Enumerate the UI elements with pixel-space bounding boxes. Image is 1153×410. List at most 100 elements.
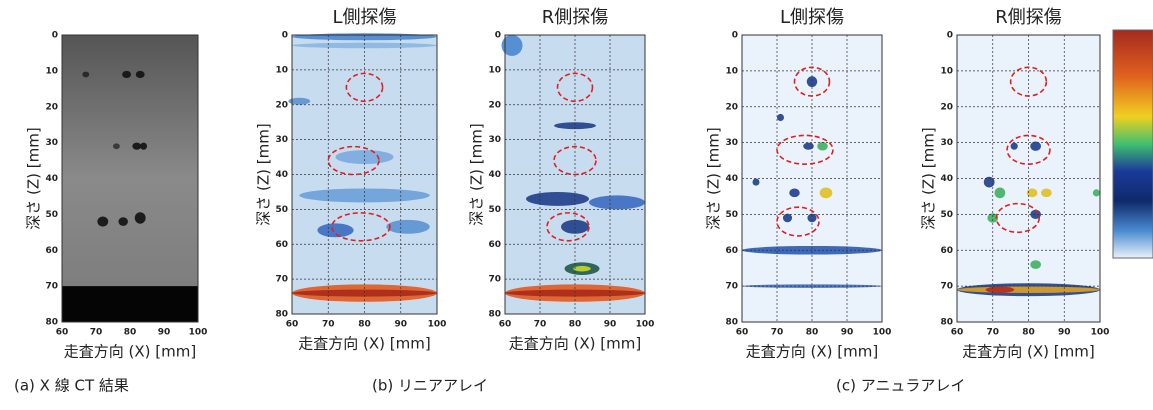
panel-title: L側探傷 — [332, 7, 396, 28]
plot-image — [62, 35, 198, 322]
x-axis-label: 走査方向 (X) [mm] — [746, 343, 878, 361]
y-tick-label: 70 — [275, 275, 288, 285]
y-tick-label: 0 — [495, 31, 501, 41]
y-tick-label: 30 — [488, 135, 501, 145]
x-tick-label: 70 — [534, 320, 547, 330]
y-tick-label: 40 — [725, 174, 738, 184]
x-tick-label: 100 — [636, 320, 655, 330]
x-tick-label: 70 — [322, 320, 335, 330]
y-tick-label: 20 — [488, 100, 501, 110]
feature — [135, 212, 146, 223]
y-tick-label: 80 — [488, 310, 501, 320]
colorbar — [1113, 30, 1153, 258]
y-tick-label: 0 — [282, 31, 288, 41]
y-tick-label: 0 — [732, 31, 738, 41]
feature — [589, 195, 645, 209]
y-axis-label: 深さ (Z) [mm] — [920, 127, 938, 229]
y-tick-label: 60 — [488, 240, 501, 250]
y-tick-label: 30 — [45, 138, 58, 148]
feature — [113, 143, 120, 149]
y-tick-label: 10 — [940, 66, 953, 76]
y-tick-label: 20 — [725, 102, 738, 112]
x-tick-label: 60 — [736, 328, 749, 338]
y-tick-label: 0 — [947, 31, 953, 41]
feature — [136, 71, 145, 78]
y-tick-label: 70 — [940, 282, 953, 292]
y-tick-label: 10 — [45, 66, 58, 76]
y-tick-label: 40 — [940, 174, 953, 184]
panel-title: R側探傷 — [542, 7, 609, 28]
feature — [820, 187, 833, 198]
x-tick-label: 90 — [1058, 328, 1071, 338]
caption: (a) X 線 CT 結果 — [14, 377, 129, 395]
y-tick-label: 30 — [725, 138, 738, 148]
y-tick-label: 80 — [45, 318, 58, 328]
x-tick-label: 70 — [90, 328, 103, 338]
y-tick-label: 70 — [488, 275, 501, 285]
feature — [783, 214, 792, 223]
x-tick-label: 90 — [394, 320, 407, 330]
y-tick-label: 50 — [940, 210, 953, 220]
figure: (a) X 線 CT 結果 (b) リニアアレイ (c) アニュラアレイ 010… — [0, 0, 1153, 406]
feature — [132, 143, 141, 150]
x-tick-label: 80 — [569, 320, 582, 330]
y-tick-label: 50 — [725, 210, 738, 220]
y-tick-label: 10 — [725, 66, 738, 76]
y-tick-label: 20 — [45, 102, 58, 112]
y-tick-label: 40 — [275, 170, 288, 180]
feature — [573, 266, 591, 272]
feature — [1030, 260, 1041, 269]
feature — [97, 217, 108, 227]
x-tick-label: 60 — [951, 328, 964, 338]
x-tick-label: 90 — [158, 328, 171, 338]
feature — [526, 192, 589, 206]
x-tick-label: 100 — [189, 328, 208, 338]
y-tick-label: 30 — [275, 135, 288, 145]
x-tick-label: 100 — [873, 328, 892, 338]
x-tick-label: 90 — [604, 320, 617, 330]
y-tick-label: 20 — [275, 100, 288, 110]
x-tick-label: 60 — [56, 328, 69, 338]
x-tick-label: 90 — [841, 328, 854, 338]
y-tick-label: 80 — [725, 318, 738, 328]
feature — [807, 76, 818, 87]
feature — [789, 189, 800, 198]
y-axis-label: 深さ (Z) [mm] — [255, 123, 273, 225]
x-tick-label: 60 — [286, 320, 299, 330]
feature — [817, 142, 828, 151]
y-tick-label: 0 — [52, 31, 58, 41]
feature — [753, 179, 760, 186]
y-tick-label: 50 — [488, 205, 501, 215]
feature — [140, 143, 147, 150]
y-tick-label: 10 — [488, 65, 501, 75]
y-tick-label: 70 — [45, 282, 58, 292]
x-tick-label: 70 — [771, 328, 784, 338]
x-tick-label: 80 — [1022, 328, 1035, 338]
y-tick-label: 60 — [275, 240, 288, 250]
x-tick-label: 80 — [806, 328, 819, 338]
x-axis-label: 走査方向 (X) [mm] — [509, 335, 641, 353]
x-axis-label: 走査方向 (X) [mm] — [64, 343, 196, 361]
feature — [1030, 142, 1041, 151]
y-axis-label: 深さ (Z) [mm] — [25, 127, 43, 229]
x-tick-label: 80 — [358, 320, 371, 330]
feature — [1093, 189, 1100, 196]
y-tick-label: 20 — [940, 102, 953, 112]
x-tick-label: 100 — [1091, 328, 1110, 338]
y-tick-label: 10 — [275, 65, 288, 75]
caption: (c) アニュラアレイ — [836, 377, 965, 395]
x-axis-label: 走査方向 (X) [mm] — [298, 335, 430, 353]
y-tick-label: 60 — [725, 246, 738, 256]
feature — [386, 220, 430, 234]
y-tick-label: 40 — [45, 174, 58, 184]
y-tick-label: 30 — [940, 138, 953, 148]
feature — [317, 223, 353, 237]
y-tick-label: 60 — [940, 246, 953, 256]
feature — [777, 114, 784, 121]
x-tick-label: 70 — [986, 328, 999, 338]
feature — [122, 71, 131, 78]
panel-title: L側探傷 — [780, 7, 844, 28]
ct-bottom — [62, 286, 198, 322]
feature — [1011, 143, 1018, 150]
feature — [995, 187, 1006, 198]
